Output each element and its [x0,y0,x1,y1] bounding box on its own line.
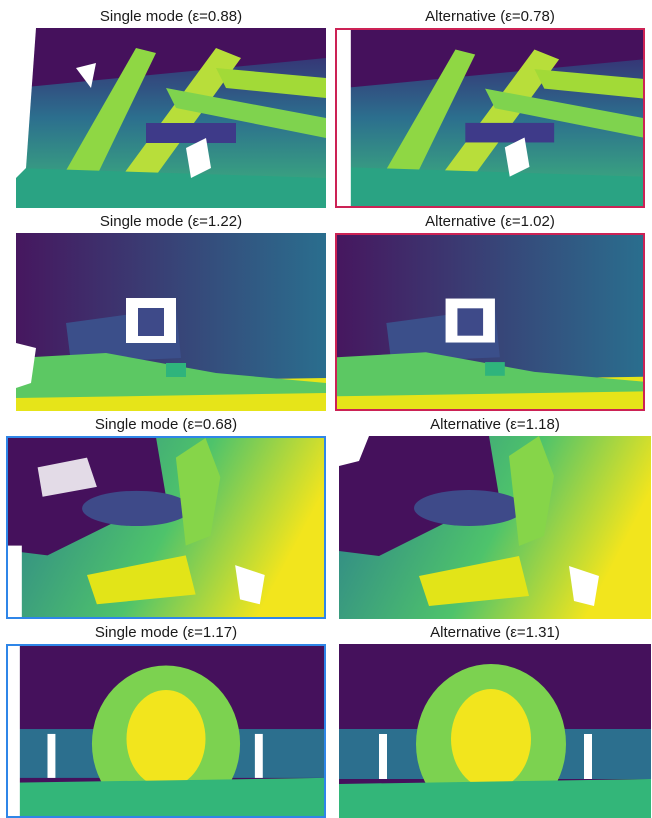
panel-title: Alternative (ε=1.31) [430,624,560,641]
depth-map-image [339,644,651,818]
panel-row3-left: Single mode (ε=0.68) [6,416,326,619]
panel-row4-right: Alternative (ε=1.31) [339,624,651,818]
depth-map-image-highlighted [6,436,326,619]
panel-row3-right: Alternative (ε=1.18) [339,416,651,619]
panel-title: Single mode (ε=0.88) [99,8,243,25]
depth-map-image-highlighted [6,644,326,818]
panel-title: Single mode (ε=1.17) [94,624,238,641]
depth-map-image [16,233,326,411]
depth-map-image-highlighted [335,28,645,208]
depth-map-image [16,28,326,208]
panel-title: Alternative (ε=1.18) [430,416,560,433]
panel-row4-left: Single mode (ε=1.17) [6,624,326,818]
depth-map-image-highlighted [335,233,645,411]
panel-row2-left: Single mode (ε=1.22) [16,213,326,411]
depth-map-image [339,436,651,619]
panel-title: Single mode (ε=1.22) [99,213,243,230]
panel-row1-right: Alternative (ε=0.78) [335,8,645,208]
panel-row1-left: Single mode (ε=0.88) [16,8,326,208]
panel-row2-right: Alternative (ε=1.02) [335,213,645,411]
panel-title: Alternative (ε=0.78) [425,8,555,25]
panel-title: Alternative (ε=1.02) [425,213,555,230]
panel-title: Single mode (ε=0.68) [94,416,238,433]
